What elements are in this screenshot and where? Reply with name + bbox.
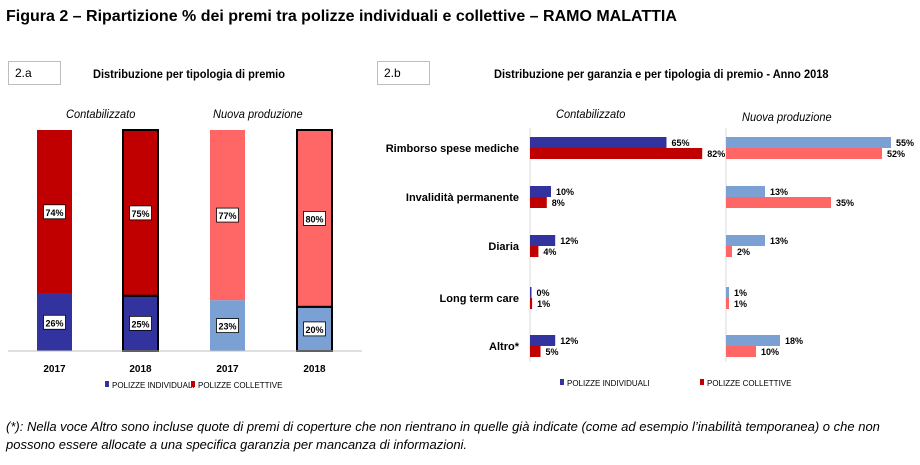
data-label-box bbox=[216, 318, 239, 333]
legend-marker-collettive bbox=[191, 381, 195, 387]
y-category-label: Long term care bbox=[440, 293, 519, 305]
data-label: 65% bbox=[672, 138, 690, 148]
panel-b-group-label-contabilizzato: Contabilizzato bbox=[556, 107, 626, 121]
data-label: 13% bbox=[770, 236, 788, 246]
data-label: 12% bbox=[560, 336, 578, 346]
data-label: 10% bbox=[556, 187, 574, 197]
legend-marker-individuali bbox=[560, 379, 564, 385]
data-label: 4% bbox=[543, 247, 556, 257]
y-category-label: Invalidità permanente bbox=[406, 192, 519, 204]
panel-a-group-label-nuova: Nuova produzione bbox=[213, 107, 303, 121]
data-label: 77% bbox=[218, 211, 236, 221]
bar-nuova-collettive bbox=[726, 197, 831, 208]
data-label: 25% bbox=[131, 319, 149, 329]
x-tick-label: 2018 bbox=[303, 364, 326, 375]
data-label: 18% bbox=[785, 336, 803, 346]
bar-nuova-collettive bbox=[726, 148, 882, 159]
bar-contabilizzato-collettive bbox=[530, 197, 547, 208]
data-label-box bbox=[43, 314, 66, 330]
data-label: 1% bbox=[537, 299, 550, 309]
panel-b-title: Distribuzione per garanzia e per tipolog… bbox=[494, 67, 829, 81]
bar-nuova-individuali bbox=[726, 235, 765, 246]
legend-label-collettive: POLIZZE COLLETTIVE bbox=[198, 381, 282, 390]
bar-nuova-individuali bbox=[726, 335, 780, 346]
bar-contabilizzato-individuali bbox=[530, 137, 667, 148]
data-label: 26% bbox=[45, 318, 63, 328]
data-label: 35% bbox=[836, 198, 854, 208]
data-label-box bbox=[129, 205, 152, 221]
footnote: (*): Nella voce Altro sono incluse quote… bbox=[6, 419, 880, 452]
data-label: 55% bbox=[896, 138, 914, 148]
panel-a-tag: 2.a bbox=[8, 61, 61, 85]
data-label: 5% bbox=[546, 347, 559, 357]
bar-contabilizzato-individuali bbox=[530, 287, 532, 298]
bar-contabilizzato-individuali bbox=[530, 335, 556, 346]
figure-title: Figura 2 – Ripartizione % dei premi tra … bbox=[6, 8, 677, 25]
legend-marker-individuali bbox=[105, 381, 109, 387]
data-label: 2% bbox=[737, 247, 750, 257]
data-label: 1% bbox=[734, 299, 747, 309]
panel-a-group-label-contabilizzato: Contabilizzato bbox=[66, 107, 136, 121]
legend-marker-collettive bbox=[700, 379, 704, 385]
bar-nuova-collettive bbox=[726, 246, 732, 257]
data-label: 13% bbox=[770, 187, 788, 197]
chart-b-horizontal-bars: Rimborso spese mediche Invalidità permane… bbox=[386, 128, 914, 388]
data-label: 1% bbox=[734, 288, 747, 298]
legend-label-collettive: POLIZZE COLLETTIVE bbox=[707, 379, 791, 388]
x-tick-label: 2017 bbox=[216, 364, 239, 375]
y-category-label: Altro* bbox=[489, 341, 520, 353]
bar-contabilizzato-individuali bbox=[530, 235, 556, 246]
data-label-box bbox=[216, 207, 239, 223]
data-label: 80% bbox=[305, 214, 323, 224]
data-label: 75% bbox=[131, 209, 149, 219]
bar-nuova-individuali bbox=[726, 287, 729, 298]
y-category-label: Rimborso spese mediche bbox=[386, 143, 519, 155]
bar-contabilizzato-collettive bbox=[530, 298, 533, 309]
data-label: 0% bbox=[537, 288, 550, 298]
bar-contabilizzato-individuali bbox=[530, 186, 551, 197]
data-label: 52% bbox=[887, 149, 905, 159]
x-tick-label: 2017 bbox=[43, 364, 66, 375]
data-label: 74% bbox=[45, 208, 63, 218]
panel-a-title: Distribuzione per tipologia di premio bbox=[93, 67, 285, 81]
data-label: 20% bbox=[305, 325, 323, 335]
bar-contabilizzato-collettive bbox=[530, 346, 541, 357]
bar-nuova-individuali bbox=[726, 137, 891, 148]
panel-b-group-label-nuova: Nuova produzione bbox=[742, 110, 832, 124]
data-label: 8% bbox=[552, 198, 565, 208]
chart-a-stacked-bars: 26% 74% 2017 25% 75% 2018 23% 77% 2017 20% 80% 2018… bbox=[8, 129, 362, 390]
data-label: 23% bbox=[218, 322, 236, 332]
data-label: 12% bbox=[560, 236, 578, 246]
x-tick-label: 2018 bbox=[129, 364, 152, 375]
data-label: 82% bbox=[707, 149, 725, 159]
legend-label-individuali: POLIZZE INDIVIDUALI bbox=[112, 381, 195, 390]
bar-nuova-individuali bbox=[726, 186, 765, 197]
legend-label-individuali: POLIZZE INDIVIDUALI bbox=[567, 379, 650, 388]
bar-nuova-collettive bbox=[726, 298, 729, 309]
data-label-box bbox=[303, 210, 326, 226]
data-label-box bbox=[43, 204, 66, 220]
data-label: 10% bbox=[761, 347, 779, 357]
bar-contabilizzato-collettive bbox=[530, 148, 703, 159]
bar-contabilizzato-collettive bbox=[530, 246, 539, 257]
y-category-label: Diaria bbox=[488, 241, 519, 253]
data-label-box bbox=[129, 315, 152, 331]
panel-b-tag: 2.b bbox=[377, 61, 430, 85]
bar-nuova-collettive bbox=[726, 346, 756, 357]
data-label-box bbox=[303, 321, 326, 337]
